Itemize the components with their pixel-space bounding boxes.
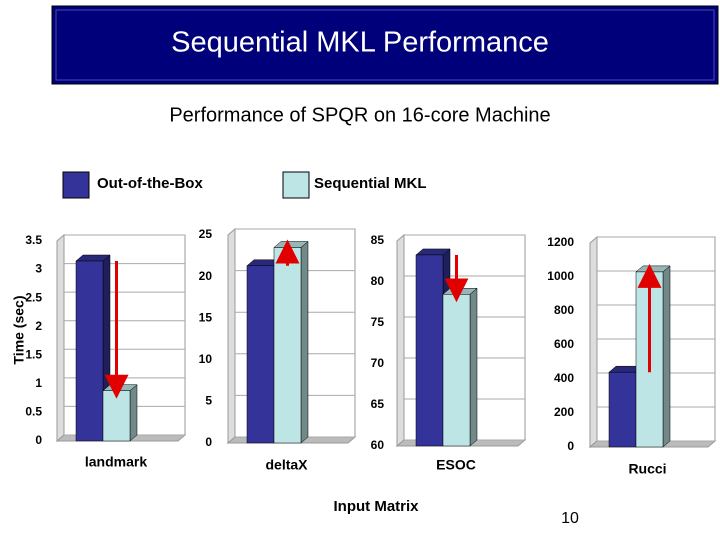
bar <box>75 260 104 442</box>
y-tick-label: 600 <box>554 337 574 351</box>
y-tick-label: 70 <box>371 356 385 370</box>
y-tick-label: 3 <box>35 262 42 276</box>
y-tick-label: 15 <box>199 310 213 324</box>
y-tick-label: 0 <box>567 439 574 453</box>
y-tick-label: 1.5 <box>25 347 42 361</box>
page-number: 10 <box>561 510 579 527</box>
bar-side <box>300 240 309 444</box>
bar <box>442 294 471 447</box>
title-box-inner <box>55 9 715 81</box>
y-tick-label: 85 <box>371 233 385 247</box>
y-tick-label: 80 <box>371 274 385 288</box>
title-box <box>51 5 719 85</box>
x-tick-label: deltaX <box>265 457 308 473</box>
y-tick-label: 1000 <box>547 269 574 283</box>
legend-swatch <box>282 171 310 199</box>
x-tick-label: Rucci <box>628 461 666 477</box>
x-axis-label: Input Matrix <box>334 498 420 515</box>
y-tick-label: 0.5 <box>25 405 42 419</box>
y-tick-label: 1200 <box>547 235 574 249</box>
y-tick-label: 60 <box>371 438 385 452</box>
y-tick-label: 0 <box>35 433 42 447</box>
y-tick-label: 5 <box>205 394 212 408</box>
legend-label: Sequential MKL <box>314 175 427 192</box>
y-tick-label: 2 <box>35 319 42 333</box>
bar-side <box>129 384 138 442</box>
bar <box>102 390 131 442</box>
x-tick-label: ESOC <box>436 457 476 473</box>
bar <box>246 265 275 444</box>
plot-side <box>589 235 598 449</box>
y-tick-label: 200 <box>554 405 574 419</box>
plot-side <box>56 233 65 443</box>
plot-side <box>227 227 236 445</box>
y-axis-label: Time (sec) <box>11 296 27 365</box>
y-tick-label: 0 <box>205 435 212 449</box>
bar <box>608 371 637 448</box>
slide-title: Sequential MKL Performance <box>171 27 549 59</box>
y-tick-label: 65 <box>371 397 385 411</box>
y-tick-label: 800 <box>554 303 574 317</box>
legend-label: Out-of-the-Box <box>97 175 203 192</box>
y-tick-label: 2.5 <box>25 290 42 304</box>
y-tick-label: 25 <box>199 227 213 241</box>
plot-side <box>396 233 405 448</box>
x-tick-label: landmark <box>85 454 147 470</box>
y-tick-label: 10 <box>199 352 213 366</box>
y-tick-label: 400 <box>554 371 574 385</box>
subtitle: Performance of SPQR on 16-core Machine <box>169 104 550 126</box>
y-tick-label: 75 <box>371 315 385 329</box>
y-tick-label: 1 <box>35 376 42 390</box>
bar <box>273 247 302 444</box>
legend-swatch <box>62 171 90 199</box>
bar <box>415 254 444 447</box>
y-tick-label: 3.5 <box>25 233 42 247</box>
y-tick-label: 20 <box>199 269 213 283</box>
bar-side <box>469 287 478 447</box>
bar-side <box>662 265 671 448</box>
